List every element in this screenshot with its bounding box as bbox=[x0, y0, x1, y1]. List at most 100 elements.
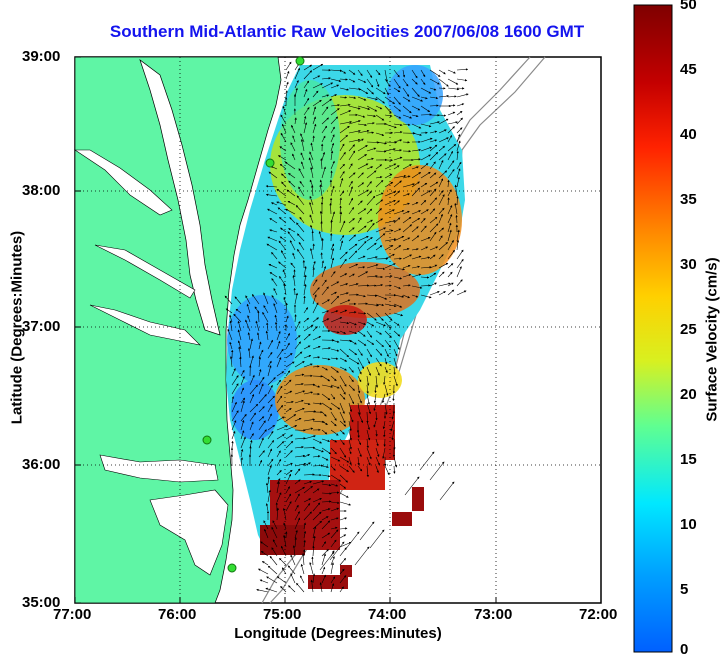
velocity-arrow bbox=[312, 573, 316, 584]
velocity-arrow bbox=[393, 257, 402, 260]
velocity-arrow bbox=[287, 201, 296, 206]
velocity-arrow bbox=[429, 216, 438, 224]
velocity-arrow bbox=[263, 292, 269, 305]
velocity-arrow bbox=[375, 294, 388, 300]
velocity-arrow bbox=[240, 419, 245, 431]
velocity-arrow bbox=[287, 565, 296, 575]
velocity-arrow bbox=[393, 114, 402, 119]
velocity-arrow bbox=[303, 64, 313, 71]
velocity-arrow bbox=[229, 320, 233, 332]
velocity-arrow bbox=[229, 356, 233, 368]
velocity-arrow bbox=[339, 177, 344, 188]
velocity-arrow bbox=[321, 420, 328, 426]
velocity-arrow bbox=[348, 250, 358, 260]
velocity-arrow bbox=[285, 302, 288, 314]
velocity-arrow bbox=[310, 167, 314, 179]
velocity-arrow bbox=[357, 217, 362, 224]
velocity-arrow bbox=[311, 556, 314, 566]
velocity-arrow bbox=[384, 303, 397, 308]
velocity-arrow bbox=[339, 492, 349, 498]
velocity-arrow bbox=[294, 437, 306, 440]
velocity-arrow bbox=[393, 228, 402, 233]
velocity-arrow bbox=[321, 310, 330, 314]
velocity-arrow bbox=[366, 122, 375, 125]
colorbar-tick: 20 bbox=[680, 386, 697, 403]
velocity-arrow bbox=[339, 393, 346, 400]
velocity-arrow bbox=[404, 476, 420, 496]
velocity-arrow bbox=[393, 210, 405, 215]
velocity-arrow bbox=[420, 146, 433, 152]
velocity-arrow bbox=[267, 440, 275, 449]
velocity-arrow bbox=[348, 186, 353, 197]
velocity-arrow bbox=[309, 202, 314, 215]
velocity-arrow bbox=[348, 366, 354, 373]
velocity-arrow bbox=[237, 320, 242, 332]
velocity-arrow bbox=[402, 264, 411, 269]
colorbar-tick: 10 bbox=[680, 516, 697, 533]
velocity-arrow bbox=[420, 87, 432, 94]
velocity-arrow bbox=[300, 563, 305, 575]
velocity-arrow bbox=[375, 69, 381, 76]
velocity-arrow bbox=[339, 292, 349, 296]
velocity-arrow bbox=[339, 527, 348, 530]
velocity-arrow bbox=[339, 568, 345, 575]
velocity-arrow bbox=[258, 416, 265, 422]
velocity-arrow bbox=[429, 104, 439, 107]
velocity-arrow bbox=[330, 529, 339, 539]
velocity-arrow bbox=[330, 576, 336, 584]
velocity-arrow bbox=[294, 417, 302, 422]
velocity-arrow bbox=[348, 429, 352, 441]
velocity-arrow bbox=[411, 78, 418, 85]
velocity-arrow bbox=[402, 87, 410, 97]
velocity-arrow bbox=[420, 163, 429, 170]
velocity-arrow bbox=[357, 411, 364, 424]
velocity-arrow bbox=[296, 222, 305, 233]
velocity-arrow bbox=[280, 227, 287, 233]
velocity-arrow bbox=[402, 254, 413, 260]
velocity-arrow bbox=[329, 202, 332, 215]
velocity-arrow bbox=[348, 263, 359, 269]
velocity-arrow bbox=[393, 245, 402, 251]
y-tick-label: 38:00 bbox=[22, 182, 61, 199]
station-marker bbox=[202, 435, 212, 445]
velocity-arrow bbox=[303, 80, 310, 89]
velocity-arrow bbox=[402, 114, 413, 119]
colorbar-tick: 35 bbox=[680, 191, 697, 208]
velocity-arrow bbox=[383, 375, 386, 385]
velocity-arrow bbox=[303, 473, 315, 476]
velocity-arrow bbox=[357, 129, 370, 134]
velocity-arrow bbox=[429, 272, 437, 278]
velocity-arrow bbox=[411, 226, 419, 233]
velocity-arrow bbox=[330, 248, 335, 260]
velocity-arrow bbox=[357, 266, 366, 269]
velocity-arrow bbox=[330, 295, 340, 305]
velocity-arrow bbox=[249, 412, 256, 422]
velocity-arrow bbox=[330, 94, 338, 98]
velocity-arrow bbox=[348, 138, 361, 143]
velocity-arrow bbox=[312, 260, 316, 269]
velocity-arrow bbox=[438, 254, 444, 260]
velocity-arrow bbox=[276, 340, 281, 350]
velocity-arrow bbox=[411, 114, 419, 118]
velocity-arrow bbox=[285, 462, 293, 467]
velocity-arrow bbox=[366, 375, 370, 386]
velocity-arrow bbox=[339, 120, 353, 125]
velocity-arrow bbox=[439, 481, 455, 501]
velocity-arrow bbox=[456, 249, 464, 260]
velocity-arrow bbox=[285, 440, 294, 449]
velocity-arrow bbox=[258, 437, 264, 449]
velocity-arrow bbox=[283, 522, 287, 530]
velocity-arrow bbox=[330, 483, 339, 487]
velocity-arrow bbox=[357, 456, 360, 466]
velocity-arrow bbox=[348, 87, 362, 91]
velocity-arrow bbox=[357, 105, 371, 110]
velocity-arrow bbox=[276, 348, 284, 359]
velocity-arrow bbox=[438, 207, 445, 215]
velocity-arrow bbox=[375, 366, 380, 376]
velocity-arrow bbox=[339, 429, 345, 435]
velocity-arrow bbox=[375, 456, 380, 466]
velocity-arrow bbox=[438, 145, 446, 152]
velocity-arrow bbox=[285, 332, 290, 341]
velocity-arrow bbox=[330, 562, 334, 575]
velocity-arrow bbox=[267, 404, 273, 413]
